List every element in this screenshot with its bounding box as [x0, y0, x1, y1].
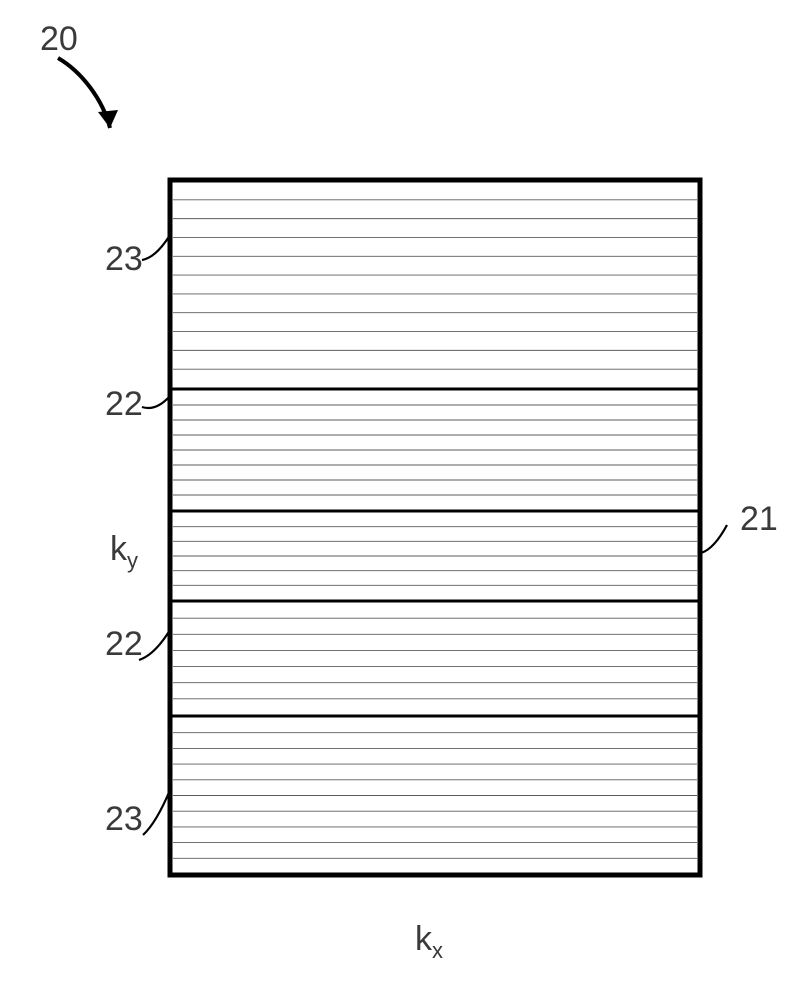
- canvas-bg: [0, 0, 795, 1000]
- label-22-top: 22: [105, 385, 143, 423]
- label-20: 20: [40, 20, 78, 58]
- label-23-top: 23: [105, 240, 143, 278]
- label-23-bottom: 23: [105, 800, 143, 838]
- kspace-diagram: 202322ky212223kx: [0, 0, 795, 1000]
- label-21: 21: [740, 500, 778, 538]
- label-22-bottom: 22: [105, 625, 143, 663]
